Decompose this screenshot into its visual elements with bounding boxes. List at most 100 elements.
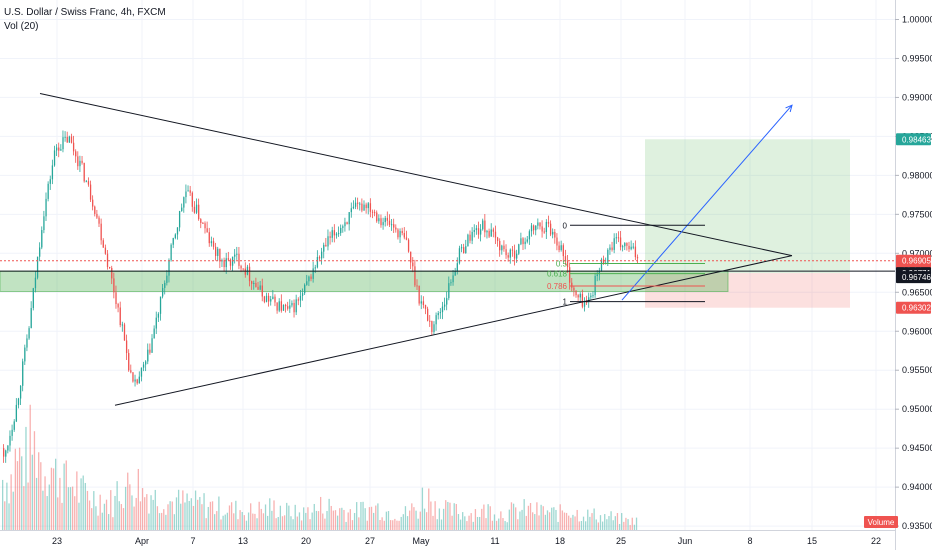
candle-body [352, 206, 355, 209]
volume-bar [6, 482, 8, 530]
volume-bar [491, 520, 494, 530]
candle-body [433, 324, 435, 332]
volume-bar [462, 512, 464, 530]
candle-body [558, 245, 560, 251]
y-tick-label: 0.95500 [902, 365, 932, 375]
volume-bar [252, 513, 254, 530]
price-badge-label: 0.96905 [902, 257, 931, 266]
volume-bar [445, 500, 447, 530]
volume-bar [614, 516, 616, 530]
volume-bar [273, 500, 275, 530]
candle-body [181, 207, 183, 212]
candle-body [70, 136, 73, 143]
candle-body [505, 249, 507, 256]
candle-body [615, 237, 617, 239]
volume-bar [417, 518, 419, 530]
y-tick-label: 0.94000 [902, 482, 932, 492]
time-axis[interactable]: 23 Apr 7 13 20 27 May 11 18 25 Jun 8 15 22 [0, 530, 895, 547]
volume-bar [199, 496, 201, 530]
candle-body [102, 240, 104, 248]
volume-bar [133, 506, 135, 530]
candle-body [291, 302, 293, 306]
volume-bar [192, 505, 195, 530]
volume-bar [52, 468, 55, 530]
volume-bars [2, 404, 638, 530]
volume-bar [303, 507, 305, 530]
volume-bar [144, 497, 146, 530]
volume-bar [10, 474, 12, 530]
volume-bar [542, 506, 544, 530]
volume-bar [214, 514, 216, 530]
candle-body [494, 231, 497, 238]
volume-bar [184, 502, 186, 530]
price-badge [896, 301, 931, 314]
candle-body [289, 305, 291, 309]
volume-bar [2, 479, 4, 530]
volume-bar [353, 512, 356, 530]
volume-bar [585, 521, 587, 530]
volume-bar [182, 490, 184, 530]
volume-bar [610, 511, 612, 530]
y-tick-label: 0.93500 [902, 521, 932, 531]
candle-body [272, 296, 274, 300]
candle-body [210, 241, 213, 244]
volume-bar [112, 517, 114, 530]
volume-bar [383, 520, 385, 530]
volume-bar [629, 524, 631, 530]
candle-body [590, 295, 592, 298]
volume-bar [432, 515, 434, 530]
volume-bar [239, 510, 241, 530]
candle-body [507, 255, 509, 258]
volume-bar [82, 475, 84, 530]
volume-bar [254, 513, 256, 530]
candle-body [257, 286, 259, 290]
candle-body [378, 218, 380, 222]
volume-bar [237, 519, 239, 530]
volume-bar [512, 503, 515, 530]
volume-bar [99, 494, 101, 530]
volume-bar [574, 516, 576, 530]
volume-bar [409, 510, 411, 530]
volume-bar [326, 510, 328, 530]
volume-bar [341, 507, 343, 530]
candle-body [465, 246, 467, 254]
volume-bar [612, 520, 614, 530]
volume-bar [78, 502, 80, 530]
candle-body [564, 256, 567, 262]
candle-body [331, 230, 333, 238]
candle-body [403, 233, 405, 238]
volume-bar [186, 493, 188, 530]
volume-bar [360, 501, 362, 530]
x-tick-label: 15 [807, 536, 817, 546]
candle-body [87, 181, 90, 185]
candle-body [206, 228, 208, 233]
candle-body [189, 190, 191, 193]
volume-bar [563, 512, 566, 530]
volume-bar [608, 516, 610, 530]
volume-bar [241, 511, 243, 530]
candle-body [301, 293, 304, 296]
volume-bar [197, 499, 199, 530]
x-tick-label: 11 [490, 536, 499, 546]
volume-bar [534, 514, 536, 530]
x-tick-label: 18 [555, 536, 565, 546]
candle-body [89, 184, 92, 200]
volume-bar [553, 507, 555, 530]
volume-bar [177, 489, 180, 530]
candle-body [41, 230, 43, 248]
volume-bar [154, 489, 156, 530]
volume-bar [455, 503, 457, 530]
volume-bar [635, 517, 638, 530]
candle-body [321, 251, 323, 259]
candle-body [354, 202, 357, 207]
candle-body [335, 233, 338, 236]
volume-bar [57, 497, 59, 530]
candle-body [265, 295, 268, 302]
candle-body [276, 302, 278, 311]
volume-bar [46, 496, 48, 530]
candle-body [121, 324, 124, 326]
volume-bar [226, 512, 229, 530]
y-tick-label: 0.96000 [902, 326, 932, 336]
volume-bar [400, 516, 402, 530]
